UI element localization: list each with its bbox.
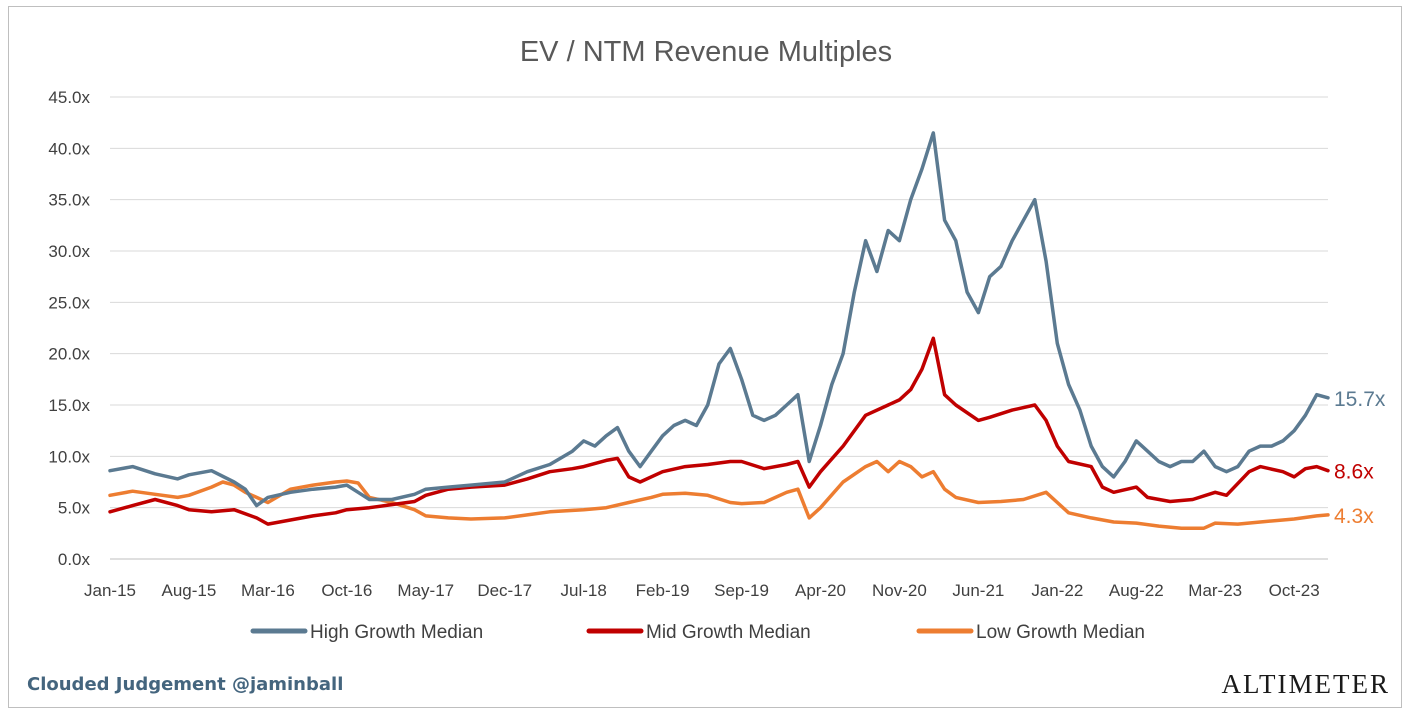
y-tick-label: 0.0x — [58, 550, 91, 569]
end-label-2: 4.3x — [1334, 505, 1374, 528]
end-labels: 15.7x 8.6x 4.3x — [1334, 388, 1386, 528]
x-tick-label: Jun-21 — [952, 581, 1004, 600]
x-tick-label: Aug-22 — [1109, 581, 1164, 600]
end-label-1: 8.6x — [1334, 461, 1374, 484]
brand-logo: ALTIMETER — [1222, 669, 1391, 699]
x-tick-label: Oct-16 — [321, 581, 372, 600]
y-tick-label: 35.0x — [48, 191, 90, 210]
legend-label-2: Low Growth Median — [976, 622, 1145, 643]
y-tick-label: 25.0x — [48, 293, 90, 312]
x-tick-label: Apr-20 — [795, 581, 846, 600]
x-tick-label: Oct-23 — [1269, 581, 1320, 600]
x-tick-label: May-17 — [397, 581, 454, 600]
y-axis: 0.0x 5.0x 10.0x 15.0x 20.0x 25.0x 30.0x 35.0x 40… — [48, 88, 90, 569]
chart-title: EV / NTM Revenue Multiples — [520, 36, 892, 68]
y-tick-label: 30.0x — [48, 242, 90, 261]
legend-label-1: Mid Growth Median — [646, 622, 811, 643]
y-tick-label: 40.0x — [48, 139, 90, 158]
credit-text: Clouded Judgement @jaminball — [27, 674, 343, 695]
x-tick-label: Nov-20 — [872, 581, 927, 600]
x-tick-label: Mar-16 — [241, 581, 295, 600]
x-tick-label: Jan-15 — [84, 581, 136, 600]
legend: High Growth Median Mid Growth Median Low G… — [250, 622, 1145, 643]
x-tick-label: Feb-19 — [636, 581, 690, 600]
gridlines — [110, 96, 1328, 560]
y-tick-label: 15.0x — [48, 396, 90, 415]
chart-frame — [8, 6, 1402, 708]
x-axis: Jan-15 Aug-15 Mar-16 Oct-16 May-17 Dec-17 Jul-… — [84, 581, 1320, 600]
legend-label-0: High Growth Median — [310, 622, 483, 643]
y-tick-label: 10.0x — [48, 447, 90, 466]
x-tick-label: Mar-23 — [1188, 581, 1242, 600]
series-line-2 — [108, 459, 1330, 530]
y-tick-label: 20.0x — [48, 345, 90, 364]
y-tick-label: 45.0x — [48, 88, 90, 107]
series-line-0 — [108, 131, 1330, 508]
series-line-1 — [108, 336, 1330, 526]
x-tick-label: Sep-19 — [714, 581, 769, 600]
y-tick-label: 5.0x — [58, 499, 91, 518]
series-lines — [108, 131, 1330, 530]
x-tick-label: Jul-18 — [561, 581, 607, 600]
x-tick-label: Aug-15 — [162, 581, 217, 600]
end-label-0: 15.7x — [1334, 388, 1386, 411]
x-tick-label: Jan-22 — [1031, 581, 1083, 600]
x-tick-label: Dec-17 — [477, 581, 532, 600]
